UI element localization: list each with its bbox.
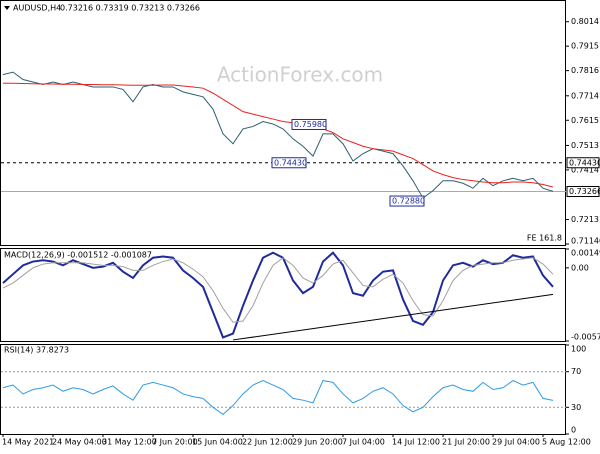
rsi-title: RSI(14) 37.8273	[4, 346, 69, 355]
series-line	[2, 251, 554, 339]
x-tick-label: 7 Jun 20:00	[152, 438, 198, 447]
y-tick-label: 0.79151	[571, 42, 600, 51]
y-tick-label: 0.75131	[571, 141, 600, 150]
macd-title: MACD(12,26,9) -0.001512 -0.001087	[4, 251, 152, 260]
price-tag-label: 0.74430	[569, 158, 600, 167]
y-tick-label: 0.72131	[571, 215, 600, 224]
series-line	[2, 257, 554, 323]
trend-line	[232, 293, 554, 341]
price-tag	[566, 157, 600, 169]
price-annotation-box	[389, 195, 425, 207]
x-tick-label: 29 Jul 04:00	[492, 438, 540, 447]
rsi-panel	[0, 344, 566, 435]
price-tag	[566, 186, 600, 198]
ohlc: 0.73216 0.73319 0.73213 0.73266	[60, 4, 200, 13]
x-tick-label: 7 Jul 04:00	[342, 438, 385, 447]
fe-label: FE 161.8	[527, 234, 562, 243]
x-tick-label: 31 May 12:00	[102, 438, 157, 447]
y-tick-label: 100	[571, 345, 586, 354]
x-tick-label: 14 Jul 12:00	[392, 438, 440, 447]
y-tick-label: 0.80141	[571, 17, 600, 26]
price-annotation: 0.75980	[294, 120, 327, 129]
x-tick-label: 21 Jul 20:00	[442, 438, 490, 447]
price-tag-label: 0.73266	[569, 187, 600, 196]
y-tick-label: 0.00	[571, 263, 589, 272]
x-tick-label: 14 May 2021	[2, 438, 54, 447]
y-tick-label: 0.76151	[571, 116, 600, 125]
title-arrow	[4, 6, 10, 10]
y-tick-label: -0.005784	[571, 333, 600, 342]
main-panel	[0, 0, 566, 246]
series-line	[3, 82, 554, 188]
x-tick-label: 22 Jun 12:00	[242, 438, 293, 447]
x-tick-label: 15 Jun 04:00	[192, 438, 243, 447]
y-tick-label: 30	[571, 403, 581, 412]
y-tick-label: 0.77141	[571, 91, 600, 100]
watermark: ActionForex.com	[217, 63, 383, 87]
y-tick-label: 0.74141	[571, 165, 600, 174]
price-annotation-box	[271, 157, 307, 169]
chart-title: AUDUSD,H4	[13, 4, 61, 13]
macd-panel	[0, 248, 566, 342]
y-tick-label: 0.78161	[571, 66, 600, 75]
y-tick-label: 0	[571, 426, 576, 435]
series-line	[2, 71, 554, 199]
price-annotation-box	[291, 118, 327, 130]
series-line	[2, 380, 554, 416]
x-tick-label: 5 Aug 12:00	[542, 438, 591, 447]
x-tick-label: 29 Jun 20:00	[292, 438, 343, 447]
y-tick-label: 70	[571, 367, 581, 376]
y-tick-label: 0.001492	[571, 249, 600, 258]
x-tick-label: 24 May 04:00	[52, 438, 107, 447]
price-annotation: 0.72880	[392, 197, 425, 206]
price-annotation: 0.74430	[274, 158, 307, 167]
